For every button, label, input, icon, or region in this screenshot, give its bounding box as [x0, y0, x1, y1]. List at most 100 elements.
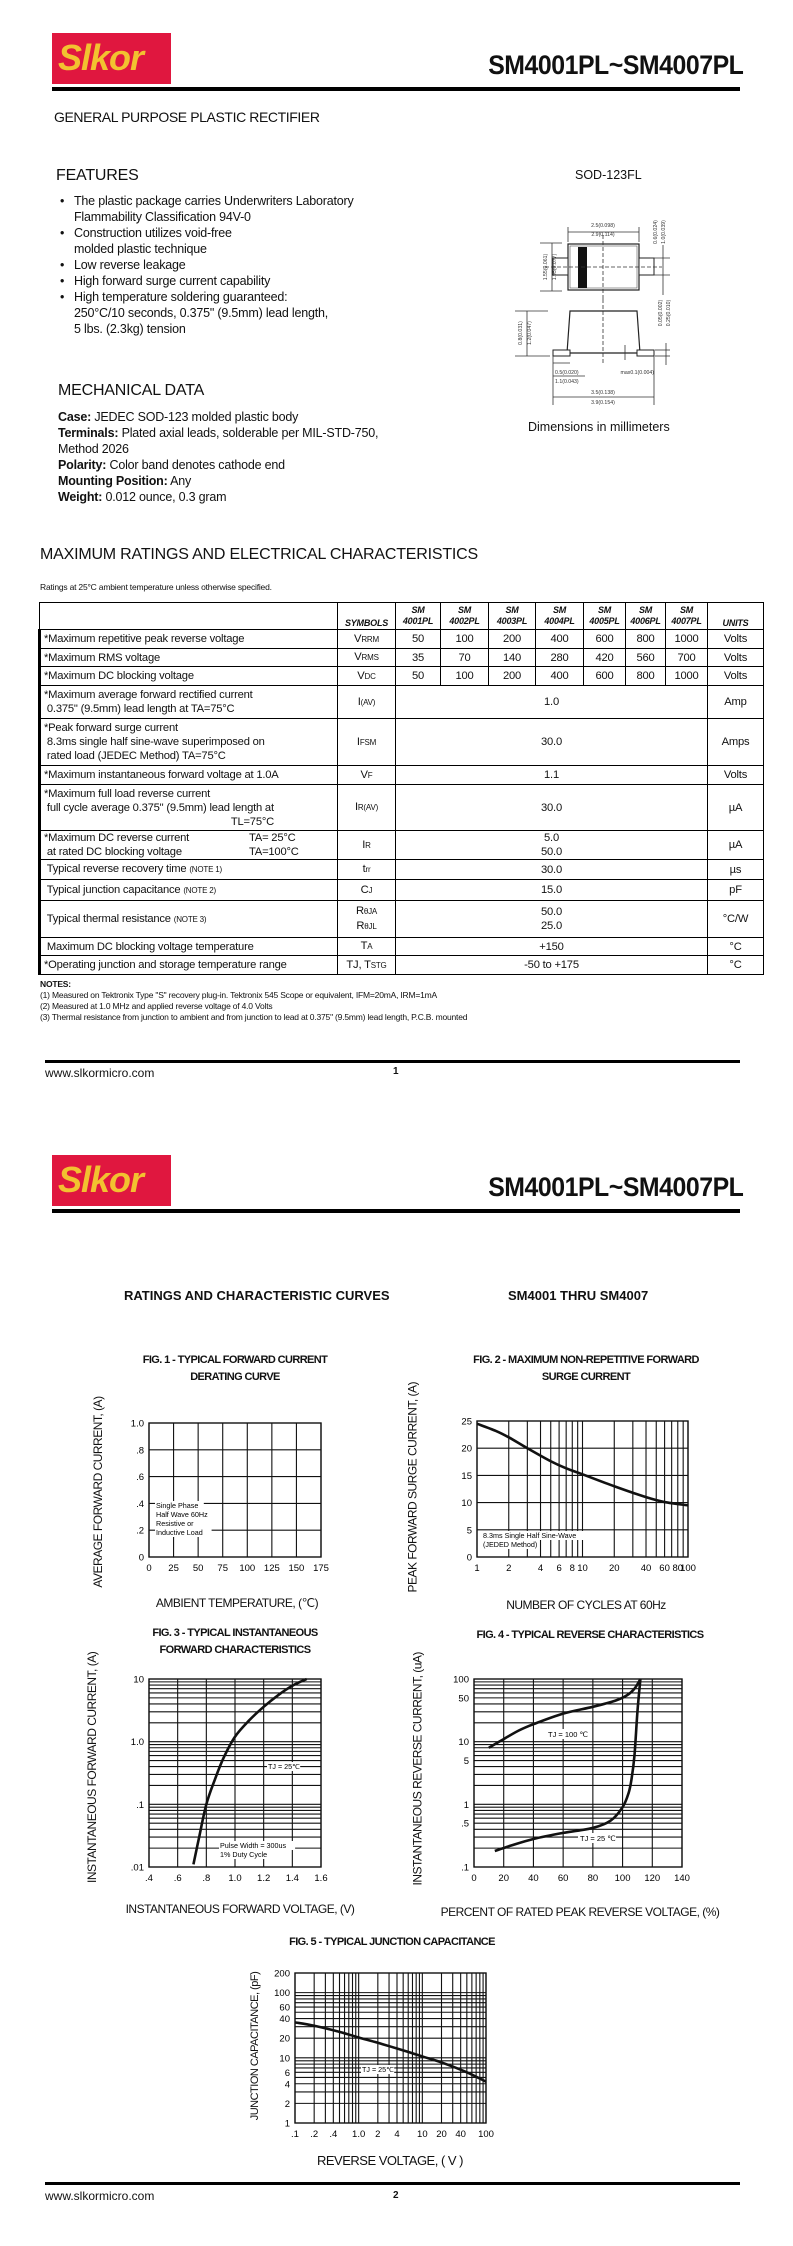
- features-list: The plastic package carries Underwriters…: [56, 193, 436, 337]
- symbol-main: V: [357, 669, 365, 682]
- symbol-main: R: [355, 905, 364, 917]
- x-tick-label: 6: [556, 1563, 561, 1574]
- description-text: at rated DC blocking voltage: [44, 846, 182, 858]
- footer-divider: [45, 2182, 740, 2185]
- parameter-description: *Maximum repetitive peak reverse voltage: [38, 629, 338, 649]
- feature-item: Low reverse leakage: [56, 257, 436, 273]
- feature-line: Construction utilizes void-free: [74, 226, 232, 240]
- parameter-description: *Maximum average forward rectified curre…: [38, 685, 338, 719]
- value-line: 30.0: [541, 863, 562, 876]
- mechanical-label: Terminals:: [58, 426, 119, 440]
- unit-cell: µA: [707, 784, 764, 831]
- x-tick-label: 75: [217, 1563, 228, 1574]
- symbol-line: trr: [341, 862, 392, 877]
- symbol-line: CJ: [341, 883, 392, 898]
- dimension-text: 0.8(0.031): [518, 321, 524, 345]
- feature-line: 250°C/10 seconds, 0.375" (9.5mm) lead le…: [74, 306, 329, 320]
- table-row: Typical junction capacitance (NOTE 2) CJ 1…: [38, 879, 764, 901]
- label-background: [546, 1729, 584, 1739]
- page-number: 1: [393, 1066, 399, 1077]
- symbol: TJ, TSTG: [337, 955, 396, 975]
- symbol-subscript: rr: [365, 865, 371, 874]
- description-text: *Maximum full load reverse current: [44, 787, 211, 800]
- x-tick-label: 50: [193, 1563, 204, 1574]
- note-reference: (NOTE 3): [173, 914, 207, 924]
- x-tick-label: 100: [239, 1563, 255, 1574]
- symbol-main: I: [357, 695, 361, 708]
- y-tick-label: 0: [467, 1553, 472, 1564]
- feature-item: Construction utilizes void-free molded pl…: [56, 225, 436, 257]
- label-background: [155, 1528, 212, 1537]
- header-divider: [52, 87, 740, 91]
- symbol-line: IFSM: [341, 735, 392, 750]
- description-text: *Maximum DC reverse current: [44, 832, 190, 844]
- description-line: Typical junction capacitance (NOTE 2): [44, 883, 334, 898]
- model-number: 4003PL: [496, 616, 528, 626]
- x-tick-label: 60: [659, 1563, 670, 1574]
- x-tick-label: .6: [174, 1873, 182, 1884]
- table-row: *Maximum repetitive peak reverse voltage…: [38, 629, 764, 649]
- dimension-text: 3.9(0.154): [591, 400, 615, 406]
- value-cell: 100: [440, 666, 489, 686]
- model-number: 4005PL: [589, 616, 620, 626]
- x-tick-label: .4: [329, 2129, 337, 2140]
- header-model: SM 4001PL: [395, 602, 441, 630]
- feature-line: Flammability Classification 94V-0: [74, 210, 251, 224]
- chart-annotation: Resistive or: [156, 1519, 194, 1528]
- dimension-text: 1.1(0.043): [555, 379, 579, 385]
- symbol-line: IR(AV): [341, 800, 392, 815]
- model-number: 4006PL: [630, 616, 661, 626]
- y-tick-label: 1: [285, 2119, 290, 2130]
- y-tick-label: 10: [279, 2053, 290, 2064]
- model-prefix: SM: [552, 605, 567, 615]
- symbol-subscript: RRM: [361, 634, 379, 644]
- value-line: 30.0: [541, 736, 562, 748]
- dimension-text: 0.05(0.002): [658, 299, 664, 326]
- table-header-row: SYMBOLS SM 4001PL SM 4002PL SM 4003PL SM 4004PL S…: [39, 602, 764, 630]
- x-tick-label: .1: [291, 2129, 299, 2140]
- features-heading: FEATURES: [56, 167, 139, 184]
- description-line: 0.375" (9.5mm) lead length at TA=75°C: [44, 702, 334, 716]
- mechanical-item: Method 2026: [58, 441, 478, 457]
- x-tick-label: 60: [558, 1873, 569, 1884]
- y-tick-label: 0: [139, 1553, 144, 1564]
- value-line: 1.1: [544, 769, 559, 781]
- brand-logo: Slkor: [52, 33, 171, 84]
- y-tick-label: .2: [136, 1526, 144, 1537]
- description-line: full cycle average 0.375" (9.5mm) lead l…: [44, 801, 334, 815]
- fig4-plot: 0 20 40 60 80 100 120 140 .1 .5 1 5 10 50 100 TJ = 100 …: [453, 1675, 690, 1885]
- table-row: *Maximum average forward rectified curre…: [38, 685, 764, 719]
- header-units: UNITS: [707, 602, 764, 630]
- y-tick-label: 1.0: [131, 1419, 144, 1430]
- header-description: [39, 602, 338, 630]
- footer-url[interactable]: www.slkormicro.com: [45, 1066, 155, 1080]
- footer-url[interactable]: www.slkormicro.com: [45, 2189, 155, 2203]
- lead-left: [552, 257, 569, 276]
- description-line: 8.3ms single half sine-wave superimposed…: [44, 735, 334, 749]
- footer-divider: [45, 1060, 740, 1063]
- fig4-curve: [494, 1678, 642, 1853]
- description-text: *Maximum DC blocking voltage: [44, 670, 194, 682]
- mechanical-item: Case: JEDEC SOD-123 molded plastic body: [58, 409, 478, 425]
- table-row: *Maximum DC blocking voltage VDC 50 100 200 4…: [38, 666, 764, 686]
- model-prefix: SM: [457, 605, 472, 615]
- feature-line: High temperature soldering guaranteed:: [74, 290, 288, 304]
- symbol-line: VRMS: [341, 650, 392, 665]
- table-row: Maximum DC blocking voltage temperature T…: [38, 937, 764, 956]
- note-3: (3) Thermal resistance from junction to …: [40, 1012, 468, 1022]
- y-tick-label: .5: [461, 1819, 469, 1830]
- chart-annotation: 1% Duty Cycle: [220, 1850, 267, 1859]
- value-line: +150: [539, 940, 564, 953]
- label-background: [155, 1501, 204, 1510]
- mechanical-value: JEDEC SOD-123 molded plastic body: [91, 410, 299, 424]
- fig5-title: FIG. 5 - TYPICAL JUNCTION CAPACITANCE: [289, 1936, 495, 1948]
- symbol-subscript: F: [367, 770, 373, 780]
- y-tick-label: 10: [458, 1737, 469, 1748]
- x-tick-label: 1.6: [314, 1873, 327, 1884]
- y-tick-label: .4: [136, 1499, 144, 1510]
- x-tick-label: 150: [288, 1563, 304, 1574]
- feature-line: The plastic package carries Underwriters…: [74, 194, 354, 208]
- symbol-subscript: RMS: [361, 653, 379, 662]
- chart-annotation: TJ = 25℃: [268, 1762, 300, 1771]
